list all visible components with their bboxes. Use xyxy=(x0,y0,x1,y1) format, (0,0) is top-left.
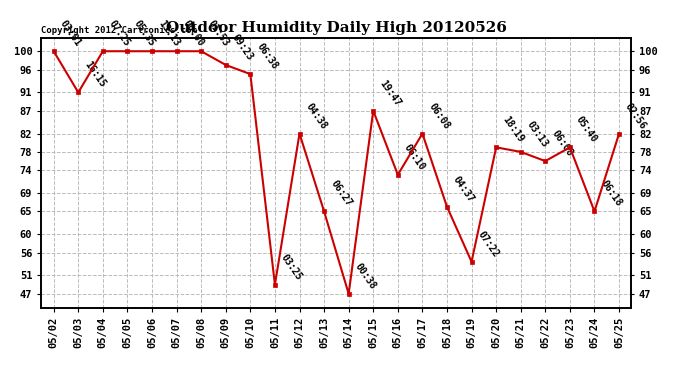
Text: 07:25: 07:25 xyxy=(107,19,132,48)
Text: Copyright 2012 Cartronics.com: Copyright 2012 Cartronics.com xyxy=(41,26,197,35)
Text: 18:19: 18:19 xyxy=(500,115,525,144)
Text: 16:15: 16:15 xyxy=(82,60,108,90)
Text: 03:25: 03:25 xyxy=(279,252,304,282)
Text: 04:37: 04:37 xyxy=(451,174,476,204)
Text: 00:00: 00:00 xyxy=(181,19,206,48)
Text: 03:01: 03:01 xyxy=(58,19,83,48)
Text: 06:27: 06:27 xyxy=(328,179,353,209)
Text: 01:53: 01:53 xyxy=(206,19,230,48)
Text: 13:13: 13:13 xyxy=(156,19,181,48)
Text: 05:40: 05:40 xyxy=(574,115,599,144)
Text: 04:38: 04:38 xyxy=(304,101,328,131)
Text: 06:10: 06:10 xyxy=(402,142,427,172)
Title: Outdoor Humidity Daily High 20120526: Outdoor Humidity Daily High 20120526 xyxy=(166,21,507,35)
Text: 07:22: 07:22 xyxy=(475,229,501,259)
Text: 06:08: 06:08 xyxy=(426,101,452,131)
Text: 00:38: 00:38 xyxy=(353,261,378,291)
Text: 06:18: 06:18 xyxy=(599,179,624,209)
Text: 06:38: 06:38 xyxy=(255,42,279,71)
Text: 05:35: 05:35 xyxy=(132,19,157,48)
Text: 02:56: 02:56 xyxy=(623,101,649,131)
Text: 09:23: 09:23 xyxy=(230,32,255,62)
Text: 06:08: 06:08 xyxy=(549,129,575,158)
Text: 03:13: 03:13 xyxy=(525,119,550,149)
Text: 19:47: 19:47 xyxy=(377,78,402,108)
